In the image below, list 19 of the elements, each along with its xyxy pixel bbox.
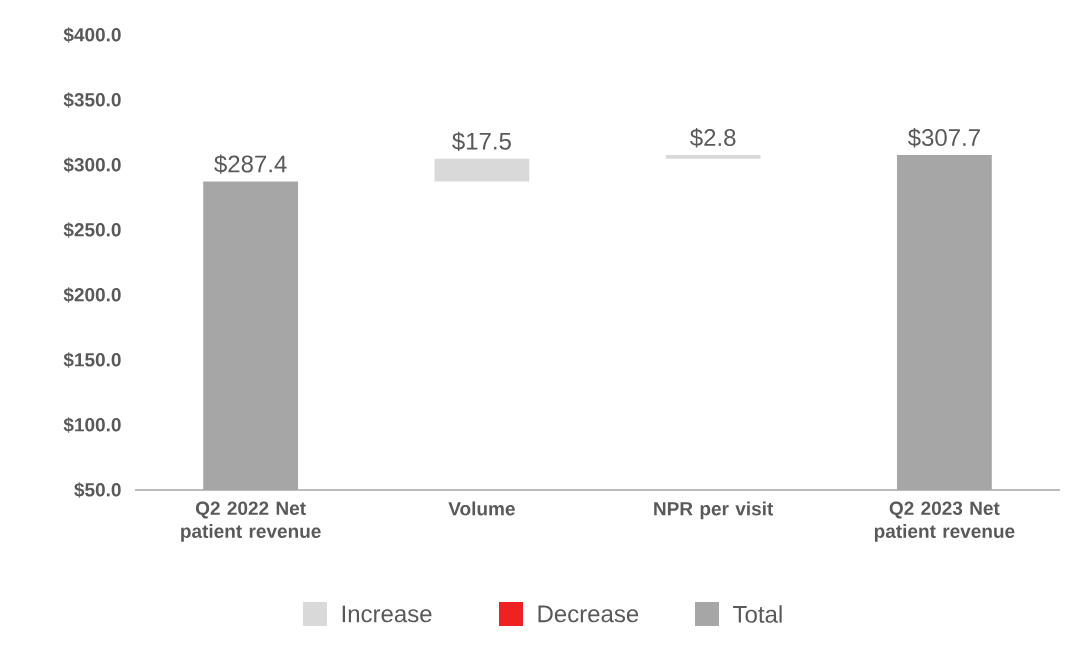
x-tick-label: NPR per visit xyxy=(654,501,774,520)
legend-label: Decrease xyxy=(538,605,639,623)
data-label: $287.4 xyxy=(214,154,287,174)
legend-label: Total xyxy=(733,605,782,623)
x-tick-label: Q2 2023 Net patient revenue xyxy=(874,501,1015,542)
y-tick-label: $150.0 xyxy=(63,352,121,368)
y-tick-label: $350.0 xyxy=(63,92,121,108)
y-tick-label: $250.0 xyxy=(63,222,121,238)
x-tick-label: Volume xyxy=(448,501,515,516)
y-tick-label: $200.0 xyxy=(63,287,121,303)
x-tick-label: Q2 2022 Net patient revenue xyxy=(181,501,321,542)
data-label: $307.7 xyxy=(907,128,980,148)
data-label: $17.5 xyxy=(452,131,511,152)
y-tick-label: $50.0 xyxy=(74,482,121,498)
y-tick-label: $300.0 xyxy=(63,157,121,173)
legend-label: Increase xyxy=(342,605,432,623)
data-label: $2.8 xyxy=(690,128,736,148)
y-tick-label: $100.0 xyxy=(63,417,121,433)
y-tick-label: $400.0 xyxy=(63,27,121,43)
